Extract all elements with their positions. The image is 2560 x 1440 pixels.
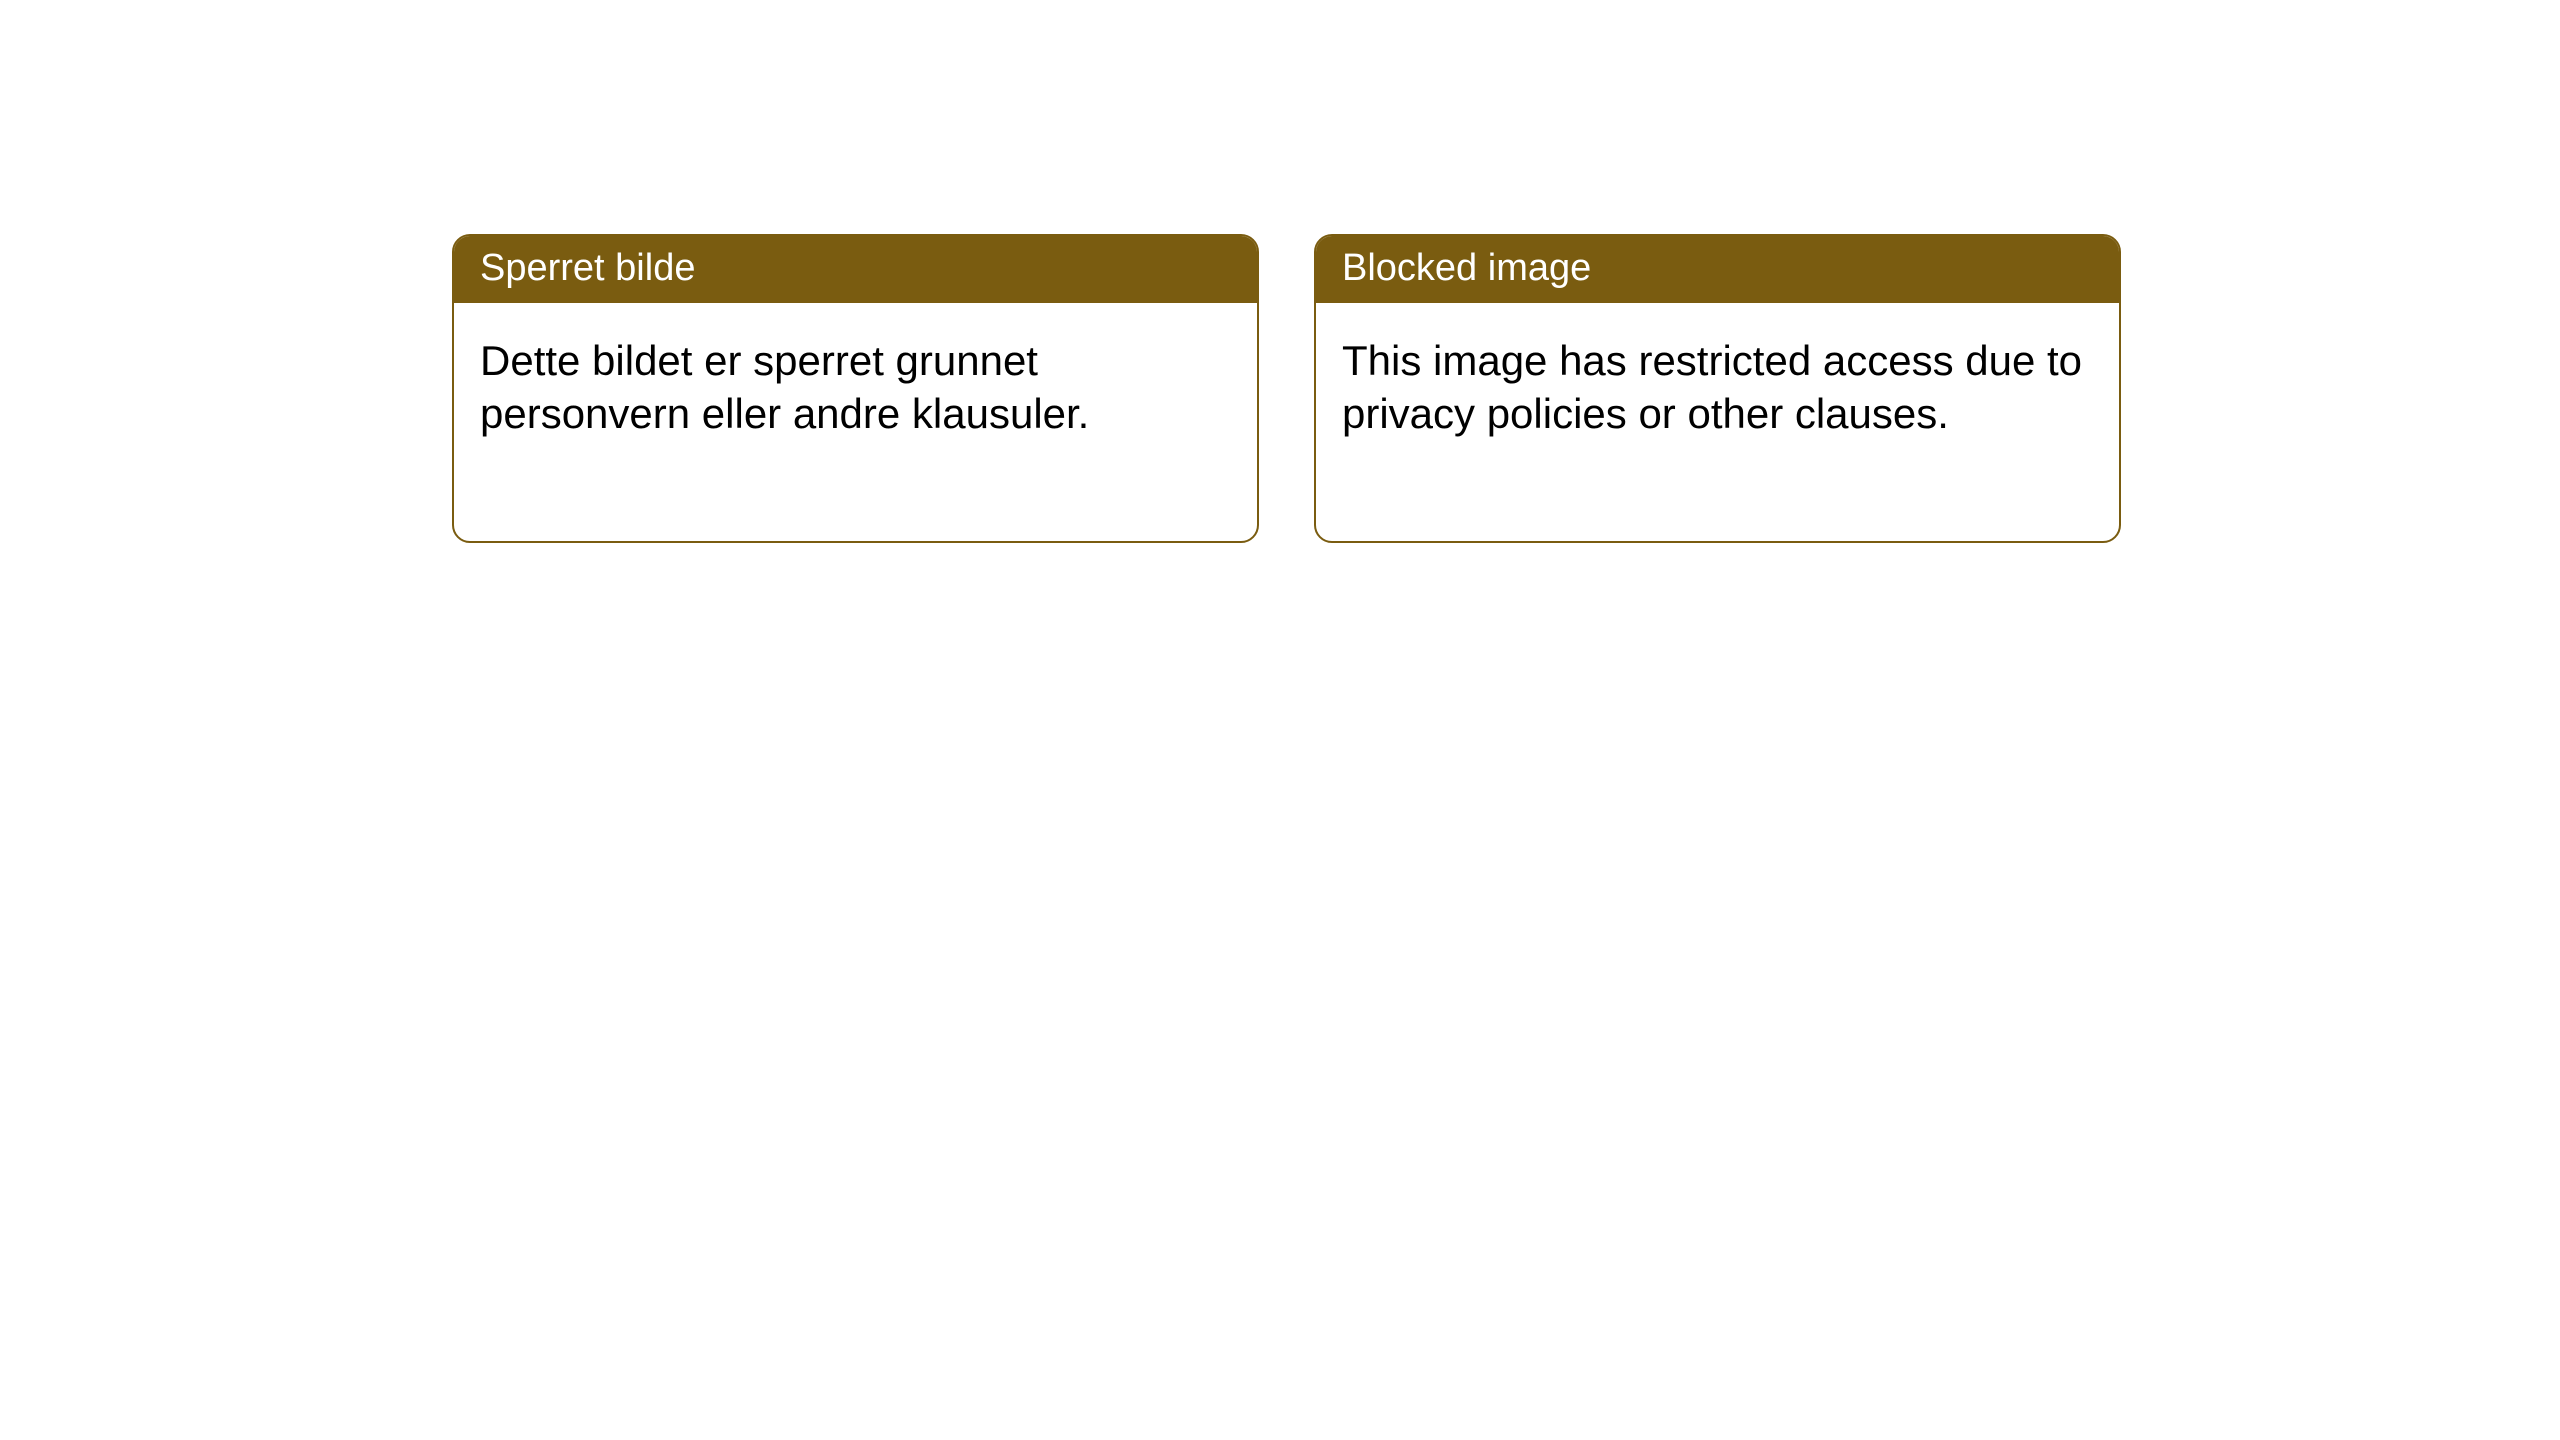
notice-card-title: Sperret bilde [454,236,1257,303]
notice-cards-container: Sperret bilde Dette bildet er sperret gr… [452,234,2121,543]
notice-card-title: Blocked image [1316,236,2119,303]
notice-card-english: Blocked image This image has restricted … [1314,234,2121,543]
notice-card-body: This image has restricted access due to … [1316,303,2119,541]
notice-card-norwegian: Sperret bilde Dette bildet er sperret gr… [452,234,1259,543]
notice-card-body: Dette bildet er sperret grunnet personve… [454,303,1257,541]
